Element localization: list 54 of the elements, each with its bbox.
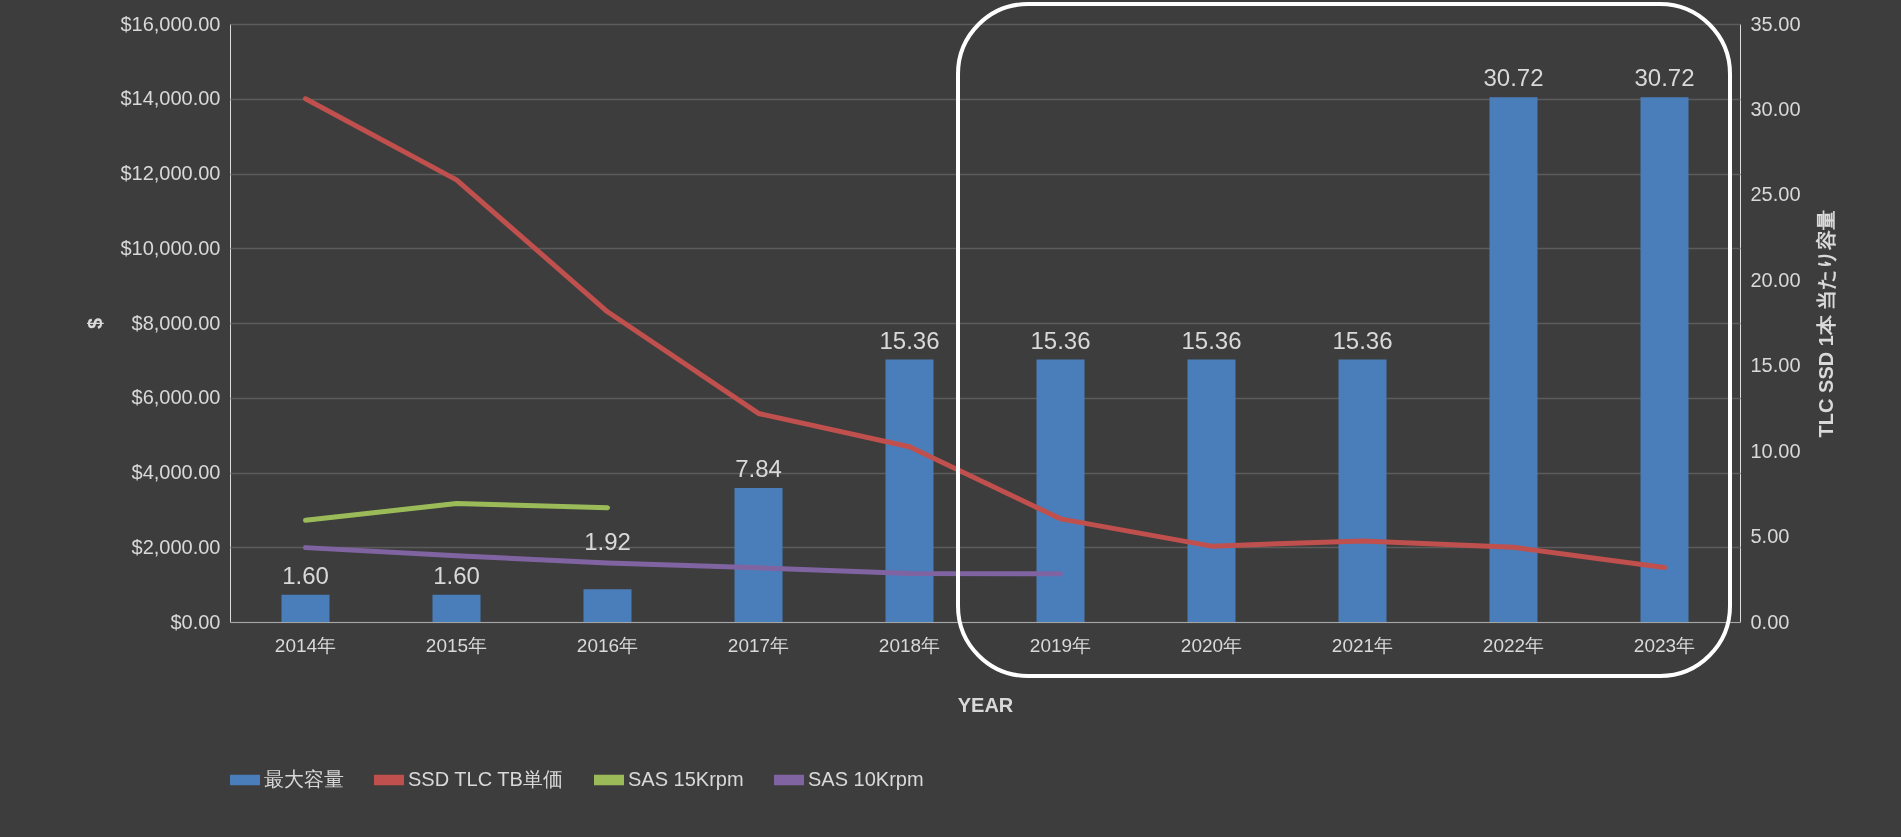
data-label: 7.84 [735, 455, 782, 483]
bar [583, 589, 632, 622]
y-tick-label: $10,000.00 [120, 236, 221, 259]
data-label: 15.36 [1030, 326, 1091, 354]
data-label: 1.60 [433, 561, 480, 589]
x-tick-label: 2022年 [1482, 634, 1545, 656]
x-tick-label: 2016年 [576, 634, 639, 656]
legend-label: 最大容量 [264, 768, 344, 790]
bar [432, 594, 481, 622]
bar [734, 488, 783, 622]
y2-tick-label: 25.00 [1750, 183, 1801, 206]
y2-tick-label: 10.00 [1750, 439, 1801, 462]
y2-tick-label: 30.00 [1750, 97, 1801, 120]
x-tick-label: 2014年 [274, 634, 337, 656]
y2-tick-label: 5.00 [1750, 525, 1790, 548]
data-label: 15.36 [1332, 326, 1393, 354]
data-label: 15.36 [1181, 326, 1242, 354]
y2-axis-title: TLC SSD 1本 当たり容量 [1814, 209, 1837, 438]
x-tick-label: 2019年 [1029, 634, 1092, 656]
bar [281, 594, 330, 622]
legend-label: SSD TLC TB単価 [408, 768, 563, 790]
y-tick-label: $2,000.00 [131, 535, 221, 558]
y-tick-label: $14,000.00 [120, 87, 221, 110]
x-tick-label: 2015年 [425, 634, 488, 656]
y2-tick-label: 35.00 [1750, 12, 1801, 35]
x-axis-title: YEAR [957, 693, 1014, 716]
y2-tick-label: 20.00 [1750, 268, 1801, 291]
x-tick-label: 2023年 [1633, 634, 1696, 656]
y-tick-label: $16,000.00 [120, 12, 221, 35]
bar [1640, 97, 1689, 622]
data-label: 30.72 [1634, 64, 1695, 92]
x-tick-label: 2017年 [727, 634, 790, 656]
data-label: 30.72 [1483, 64, 1544, 92]
x-tick-label: 2021年 [1331, 634, 1394, 656]
y-tick-label: $4,000.00 [131, 461, 221, 483]
bar [1036, 359, 1085, 622]
bar [1489, 97, 1538, 622]
legend-label: SAS 10Krpm [808, 768, 924, 790]
y-tick-label: $12,000.00 [120, 162, 221, 184]
bar [885, 359, 934, 622]
y-tick-label: $0.00 [170, 610, 221, 633]
legend-label: SAS 15Krpm [628, 768, 744, 790]
x-tick-label: 2020年 [1180, 634, 1243, 656]
y2-tick-label: 15.00 [1750, 354, 1801, 377]
y2-tick-label: 0.00 [1750, 610, 1790, 633]
data-label: 15.36 [879, 326, 940, 354]
data-label: 1.60 [282, 561, 329, 589]
x-tick-label: 2018年 [878, 634, 941, 656]
bar [1338, 359, 1387, 622]
y-tick-label: $8,000.00 [131, 311, 221, 334]
data-label: 1.92 [584, 527, 631, 555]
y-axis-title: $ [84, 317, 107, 330]
y-tick-label: $6,000.00 [131, 386, 221, 409]
bar [1187, 359, 1236, 622]
